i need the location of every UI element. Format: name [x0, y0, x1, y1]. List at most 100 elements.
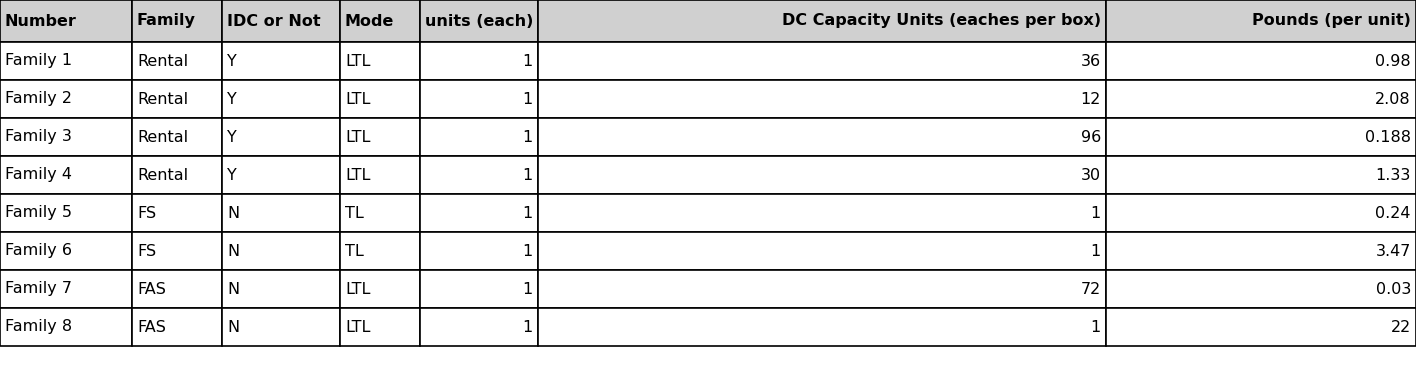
Bar [0, 80, 132, 118]
Text: Family 2: Family 2 [6, 92, 72, 106]
Bar [340, 118, 421, 156]
Text: Rental: Rental [137, 92, 188, 106]
Text: N: N [227, 282, 239, 296]
Bar [0, 270, 132, 308]
Text: 1: 1 [1090, 319, 1102, 335]
Bar [538, 308, 1106, 346]
Bar [538, 232, 1106, 270]
Bar [1106, 156, 1416, 194]
Bar [1106, 232, 1416, 270]
Bar [421, 232, 538, 270]
Text: 22: 22 [1391, 319, 1410, 335]
Text: LTL: LTL [346, 167, 371, 183]
Bar [340, 156, 421, 194]
Text: 1: 1 [1090, 243, 1102, 259]
Text: 1.33: 1.33 [1375, 167, 1410, 183]
Text: 2.08: 2.08 [1375, 92, 1410, 106]
Text: FAS: FAS [137, 319, 166, 335]
Text: 1: 1 [523, 243, 532, 259]
Text: Y: Y [227, 167, 236, 183]
Bar [538, 118, 1106, 156]
Text: 0.03: 0.03 [1375, 282, 1410, 296]
Text: Rental: Rental [137, 53, 188, 69]
Bar [132, 270, 222, 308]
Text: FS: FS [137, 206, 156, 220]
Text: N: N [227, 319, 239, 335]
Text: 1: 1 [523, 129, 532, 145]
Bar [421, 308, 538, 346]
Bar [1106, 0, 1416, 42]
Text: Family 3: Family 3 [6, 129, 72, 145]
Bar [1106, 42, 1416, 80]
Text: 36: 36 [1080, 53, 1102, 69]
Bar [340, 194, 421, 232]
Text: Family 5: Family 5 [6, 206, 72, 220]
Bar [340, 42, 421, 80]
Text: 12: 12 [1080, 92, 1102, 106]
Text: Family 6: Family 6 [6, 243, 72, 259]
Text: LTL: LTL [346, 282, 371, 296]
Text: Family 4: Family 4 [6, 167, 72, 183]
Bar [1106, 118, 1416, 156]
Bar [340, 80, 421, 118]
Bar [1106, 194, 1416, 232]
Text: 0.98: 0.98 [1375, 53, 1410, 69]
Text: 1: 1 [523, 53, 532, 69]
Bar [538, 270, 1106, 308]
Bar [421, 0, 538, 42]
Text: 1: 1 [523, 167, 532, 183]
Bar [0, 42, 132, 80]
Text: Pounds (per unit): Pounds (per unit) [1252, 14, 1410, 28]
Text: Mode: Mode [346, 14, 395, 28]
Bar [1106, 270, 1416, 308]
Text: 30: 30 [1080, 167, 1102, 183]
Text: Y: Y [227, 53, 236, 69]
Text: units (each): units (each) [425, 14, 532, 28]
Bar [222, 270, 340, 308]
Text: Rental: Rental [137, 167, 188, 183]
Text: Family 1: Family 1 [6, 53, 72, 69]
Bar [0, 0, 132, 42]
Bar [538, 194, 1106, 232]
Text: N: N [227, 243, 239, 259]
Bar [421, 194, 538, 232]
Bar [538, 42, 1106, 80]
Text: 0.188: 0.188 [1365, 129, 1410, 145]
Bar [0, 232, 132, 270]
Bar [421, 270, 538, 308]
Text: Number: Number [6, 14, 76, 28]
Bar [132, 308, 222, 346]
Bar [132, 118, 222, 156]
Bar [222, 232, 340, 270]
Bar [222, 156, 340, 194]
Bar [132, 42, 222, 80]
Bar [0, 308, 132, 346]
Text: 1: 1 [523, 206, 532, 220]
Bar [0, 156, 132, 194]
Bar [538, 0, 1106, 42]
Bar [132, 80, 222, 118]
Text: 96: 96 [1080, 129, 1102, 145]
Bar [421, 42, 538, 80]
Bar [340, 270, 421, 308]
Bar [132, 156, 222, 194]
Text: FS: FS [137, 243, 156, 259]
Bar [340, 0, 421, 42]
Bar [222, 80, 340, 118]
Bar [1106, 308, 1416, 346]
Text: Family 8: Family 8 [6, 319, 72, 335]
Text: LTL: LTL [346, 92, 371, 106]
Bar [1106, 80, 1416, 118]
Text: DC Capacity Units (eaches per box): DC Capacity Units (eaches per box) [782, 14, 1102, 28]
Text: Y: Y [227, 129, 236, 145]
Text: TL: TL [346, 243, 364, 259]
Bar [421, 156, 538, 194]
Text: Rental: Rental [137, 129, 188, 145]
Text: LTL: LTL [346, 129, 371, 145]
Bar [538, 156, 1106, 194]
Text: N: N [227, 206, 239, 220]
Bar [538, 80, 1106, 118]
Text: 3.47: 3.47 [1375, 243, 1410, 259]
Text: 72: 72 [1080, 282, 1102, 296]
Bar [340, 232, 421, 270]
